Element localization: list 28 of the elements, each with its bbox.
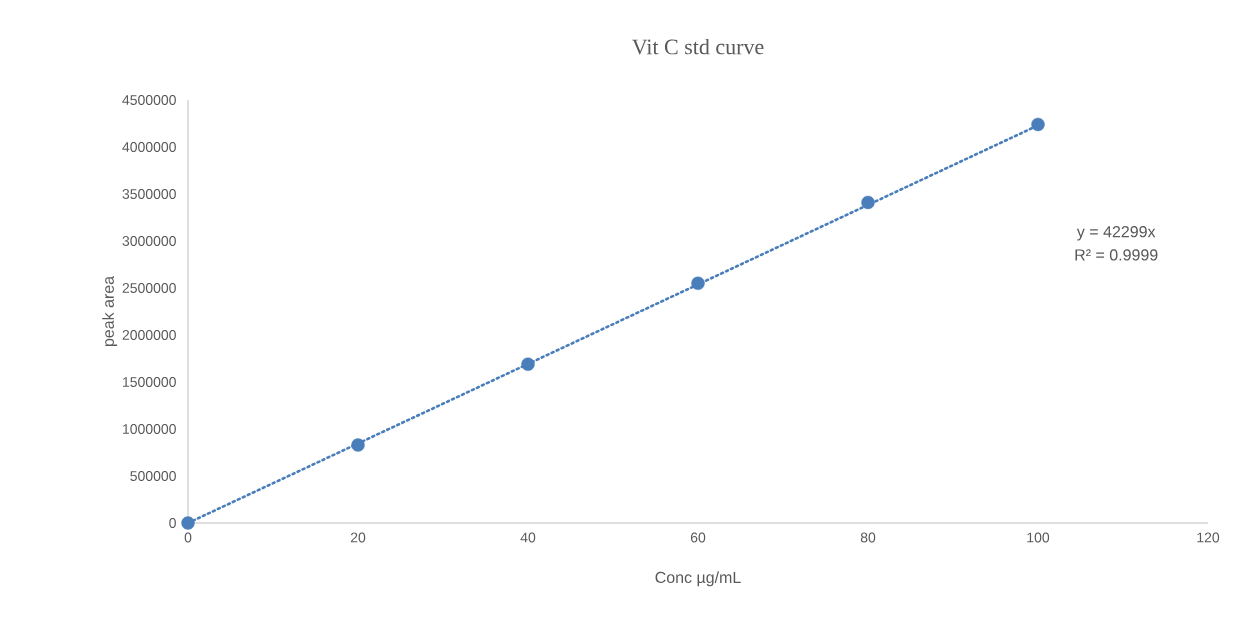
x-tick-label: 0 — [184, 532, 192, 543]
point — [861, 195, 875, 210]
x-tick-label: 120 — [1197, 532, 1220, 543]
y-tick-label: 1000000 — [123, 424, 176, 434]
point — [181, 516, 195, 530]
y-tick-label: 2500000 — [122, 283, 176, 293]
point — [521, 357, 535, 371]
chart-title: Vit C std curve — [632, 38, 764, 55]
y-tick-label: 0 — [169, 518, 176, 528]
y-tick-label: 500000 — [130, 471, 176, 481]
point — [691, 276, 705, 290]
x-axis-title: Conc µg/mL — [655, 571, 741, 587]
y-tick-label: 1500000 — [123, 377, 176, 387]
annotation: y = 42299x — [1076, 225, 1156, 241]
y-tick-label: 4500000 — [122, 95, 176, 105]
y-tick-label: 4000000 — [122, 142, 176, 152]
annotation: R² = 0.9999 — [1075, 249, 1158, 261]
y-tick-label: 2000000 — [122, 330, 176, 340]
y-axis-title: peak area — [102, 275, 118, 347]
x-tick-label: 100 — [1027, 532, 1050, 543]
point — [351, 438, 365, 452]
x-tick-label: 60 — [690, 532, 706, 543]
x-tick-label: 80 — [860, 532, 876, 543]
y-tick-label: 3000000 — [122, 236, 176, 246]
y-tick-label: 3500000 — [122, 189, 176, 199]
x-tick-label: 40 — [520, 532, 536, 543]
x-tick-label: 20 — [350, 532, 366, 543]
point — [1031, 117, 1045, 132]
